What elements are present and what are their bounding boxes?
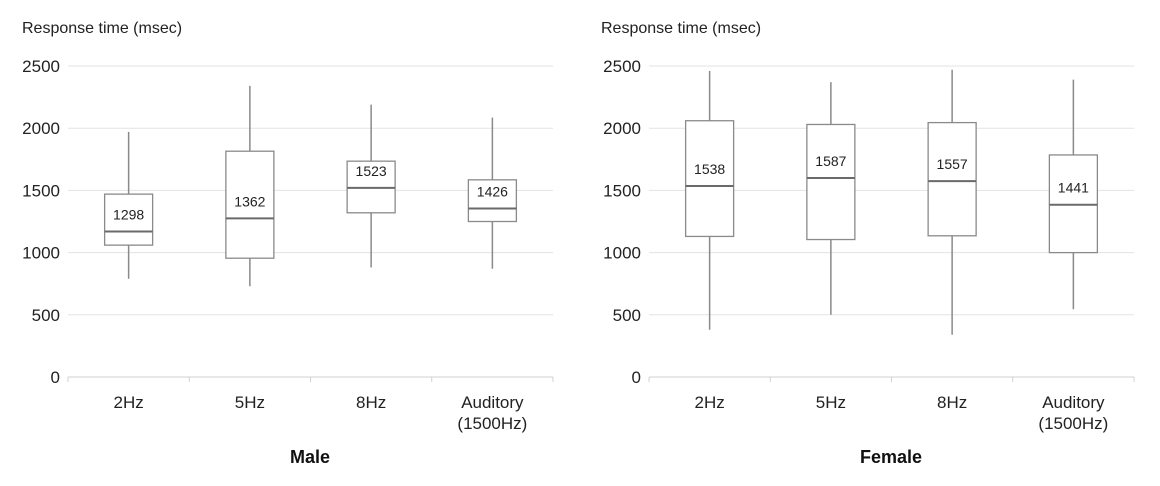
box-2: 1557	[927, 69, 977, 335]
x-category-label: Auditory	[461, 393, 524, 412]
y-tick-label: 0	[632, 368, 641, 387]
y-tick-label: 1000	[22, 244, 60, 263]
female-panel: Response time (msec) 0 500 1000 1500 2000 2500…	[601, 20, 1135, 467]
box-0: 1538	[684, 70, 735, 330]
y-tick-label: 2000	[603, 119, 641, 138]
x-category-label: (1500Hz)	[1038, 414, 1108, 433]
data-label: 1298	[113, 206, 144, 222]
data-label: 1426	[477, 183, 508, 199]
y-tick-label: 2500	[603, 57, 641, 76]
data-label: 1441	[1058, 180, 1089, 196]
box-0: 1298	[103, 131, 154, 279]
y-tick-label: 500	[32, 306, 60, 325]
x-category-label: 2Hz	[695, 393, 725, 412]
data-label: 1523	[356, 163, 387, 179]
data-label: 1362	[234, 193, 265, 209]
iqr-box	[806, 123, 856, 241]
y-tick-label: 500	[613, 306, 641, 325]
y-tick-label: 2000	[22, 119, 60, 138]
box-2: 1523	[346, 104, 396, 268]
panel-title: Male	[290, 447, 330, 467]
iqr-box	[684, 120, 735, 238]
box-1: 1362	[225, 85, 275, 287]
x-category-label: 5Hz	[235, 393, 265, 412]
x-category-label: 8Hz	[356, 393, 386, 412]
y-tick-label: 1000	[603, 244, 641, 263]
data-label: 1587	[815, 153, 846, 169]
iqr-box	[467, 179, 518, 223]
box-3: 1441	[1048, 79, 1099, 310]
y-axis-label: Response time (msec)	[22, 20, 182, 37]
x-category-label: 2Hz	[114, 393, 144, 412]
x-category-label: 5Hz	[816, 393, 846, 412]
male-panel: Response time (msec) 0 500 1000 1500 2000 2500…	[22, 20, 554, 467]
box-1: 1587	[806, 82, 856, 315]
box-3: 1426	[467, 117, 518, 269]
iqr-box	[225, 150, 275, 259]
data-label: 1538	[694, 161, 725, 177]
panel-title: Female	[860, 447, 922, 467]
y-tick-label: 1500	[603, 181, 641, 200]
x-category-label: 8Hz	[937, 393, 967, 412]
iqr-box	[103, 193, 154, 246]
iqr-box	[927, 121, 977, 237]
x-category-label: (1500Hz)	[457, 414, 527, 433]
x-category-label: Auditory	[1042, 393, 1105, 412]
y-axis-label: Response time (msec)	[601, 20, 761, 37]
y-tick-label: 2500	[22, 57, 60, 76]
y-tick-label: 0	[51, 368, 60, 387]
y-tick-label: 1500	[22, 181, 60, 200]
data-label: 1557	[937, 156, 968, 172]
